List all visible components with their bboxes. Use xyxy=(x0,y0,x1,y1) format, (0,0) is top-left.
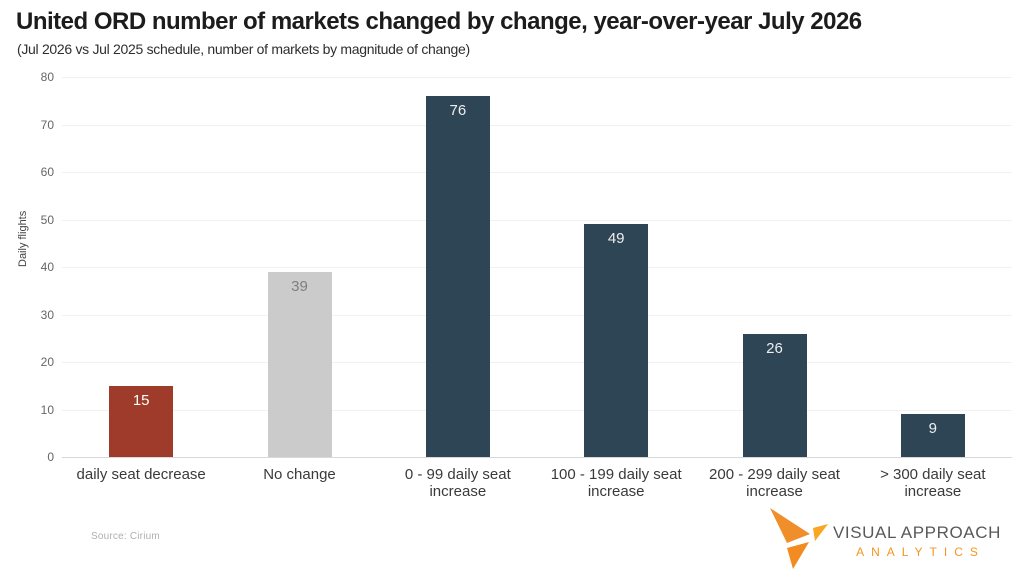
bar-value-label: 49 xyxy=(607,230,625,248)
bar xyxy=(742,333,807,457)
bar-value-label: 9 xyxy=(928,420,937,438)
bar xyxy=(109,385,174,457)
bar xyxy=(267,271,332,457)
gridline xyxy=(62,124,1012,126)
visual-approach-bird-icon xyxy=(770,508,828,569)
gridline xyxy=(62,267,1012,268)
bar-value-label: 15 xyxy=(132,391,150,409)
y-axis-tick-label: 0 xyxy=(47,450,54,464)
gridline xyxy=(62,77,1012,78)
y-axis-tick-label: 80 xyxy=(40,70,54,84)
y-axis-tick-label: 10 xyxy=(40,402,54,417)
bar-value-label: 26 xyxy=(766,339,783,357)
gridline xyxy=(62,219,1012,221)
bar xyxy=(584,224,649,457)
source-note: Source: Cirium xyxy=(91,531,160,542)
chart-subtitle: (Jul 2026 vs Jul 2025 schedule, number o… xyxy=(17,41,470,57)
logo-text-visual-approach: VISUAL APPROACH xyxy=(832,523,1002,542)
y-axis-tick-label: 30 xyxy=(40,307,54,322)
x-axis-category-label: No change xyxy=(263,466,336,483)
x-axis-category-label: daily seat decrease xyxy=(76,466,206,483)
y-axis-tick-label: 70 xyxy=(40,117,54,132)
gridline xyxy=(62,314,1012,316)
bar-value-label: 76 xyxy=(449,102,467,119)
y-axis-tick-label: 40 xyxy=(40,260,54,274)
gridline xyxy=(62,362,1012,363)
logo-text-analytics: ANALYTICS xyxy=(856,545,985,559)
x-axis-category-label: > 300 daily seat increase xyxy=(880,466,986,500)
bar xyxy=(900,414,965,457)
visual-approach-logo: VISUAL APPROACH ANALYTICS xyxy=(764,505,1010,571)
gridline xyxy=(62,172,1012,173)
x-axis-category-label: 200 - 299 daily seat increase xyxy=(709,466,840,500)
x-axis-category-label: 0 - 99 daily seat increase xyxy=(404,466,511,500)
gridline xyxy=(62,409,1012,411)
y-axis-tick-label: 20 xyxy=(40,355,54,369)
bar-value-label: 39 xyxy=(291,277,308,295)
y-axis-tick-label: 50 xyxy=(40,212,54,227)
chart-title: United ORD number of markets changed by … xyxy=(16,8,862,35)
bar xyxy=(425,96,490,457)
gridline xyxy=(62,457,1012,458)
y-axis-tick-label: 60 xyxy=(40,165,54,179)
x-axis-category-label: 100 - 199 daily seat increase xyxy=(550,466,682,500)
